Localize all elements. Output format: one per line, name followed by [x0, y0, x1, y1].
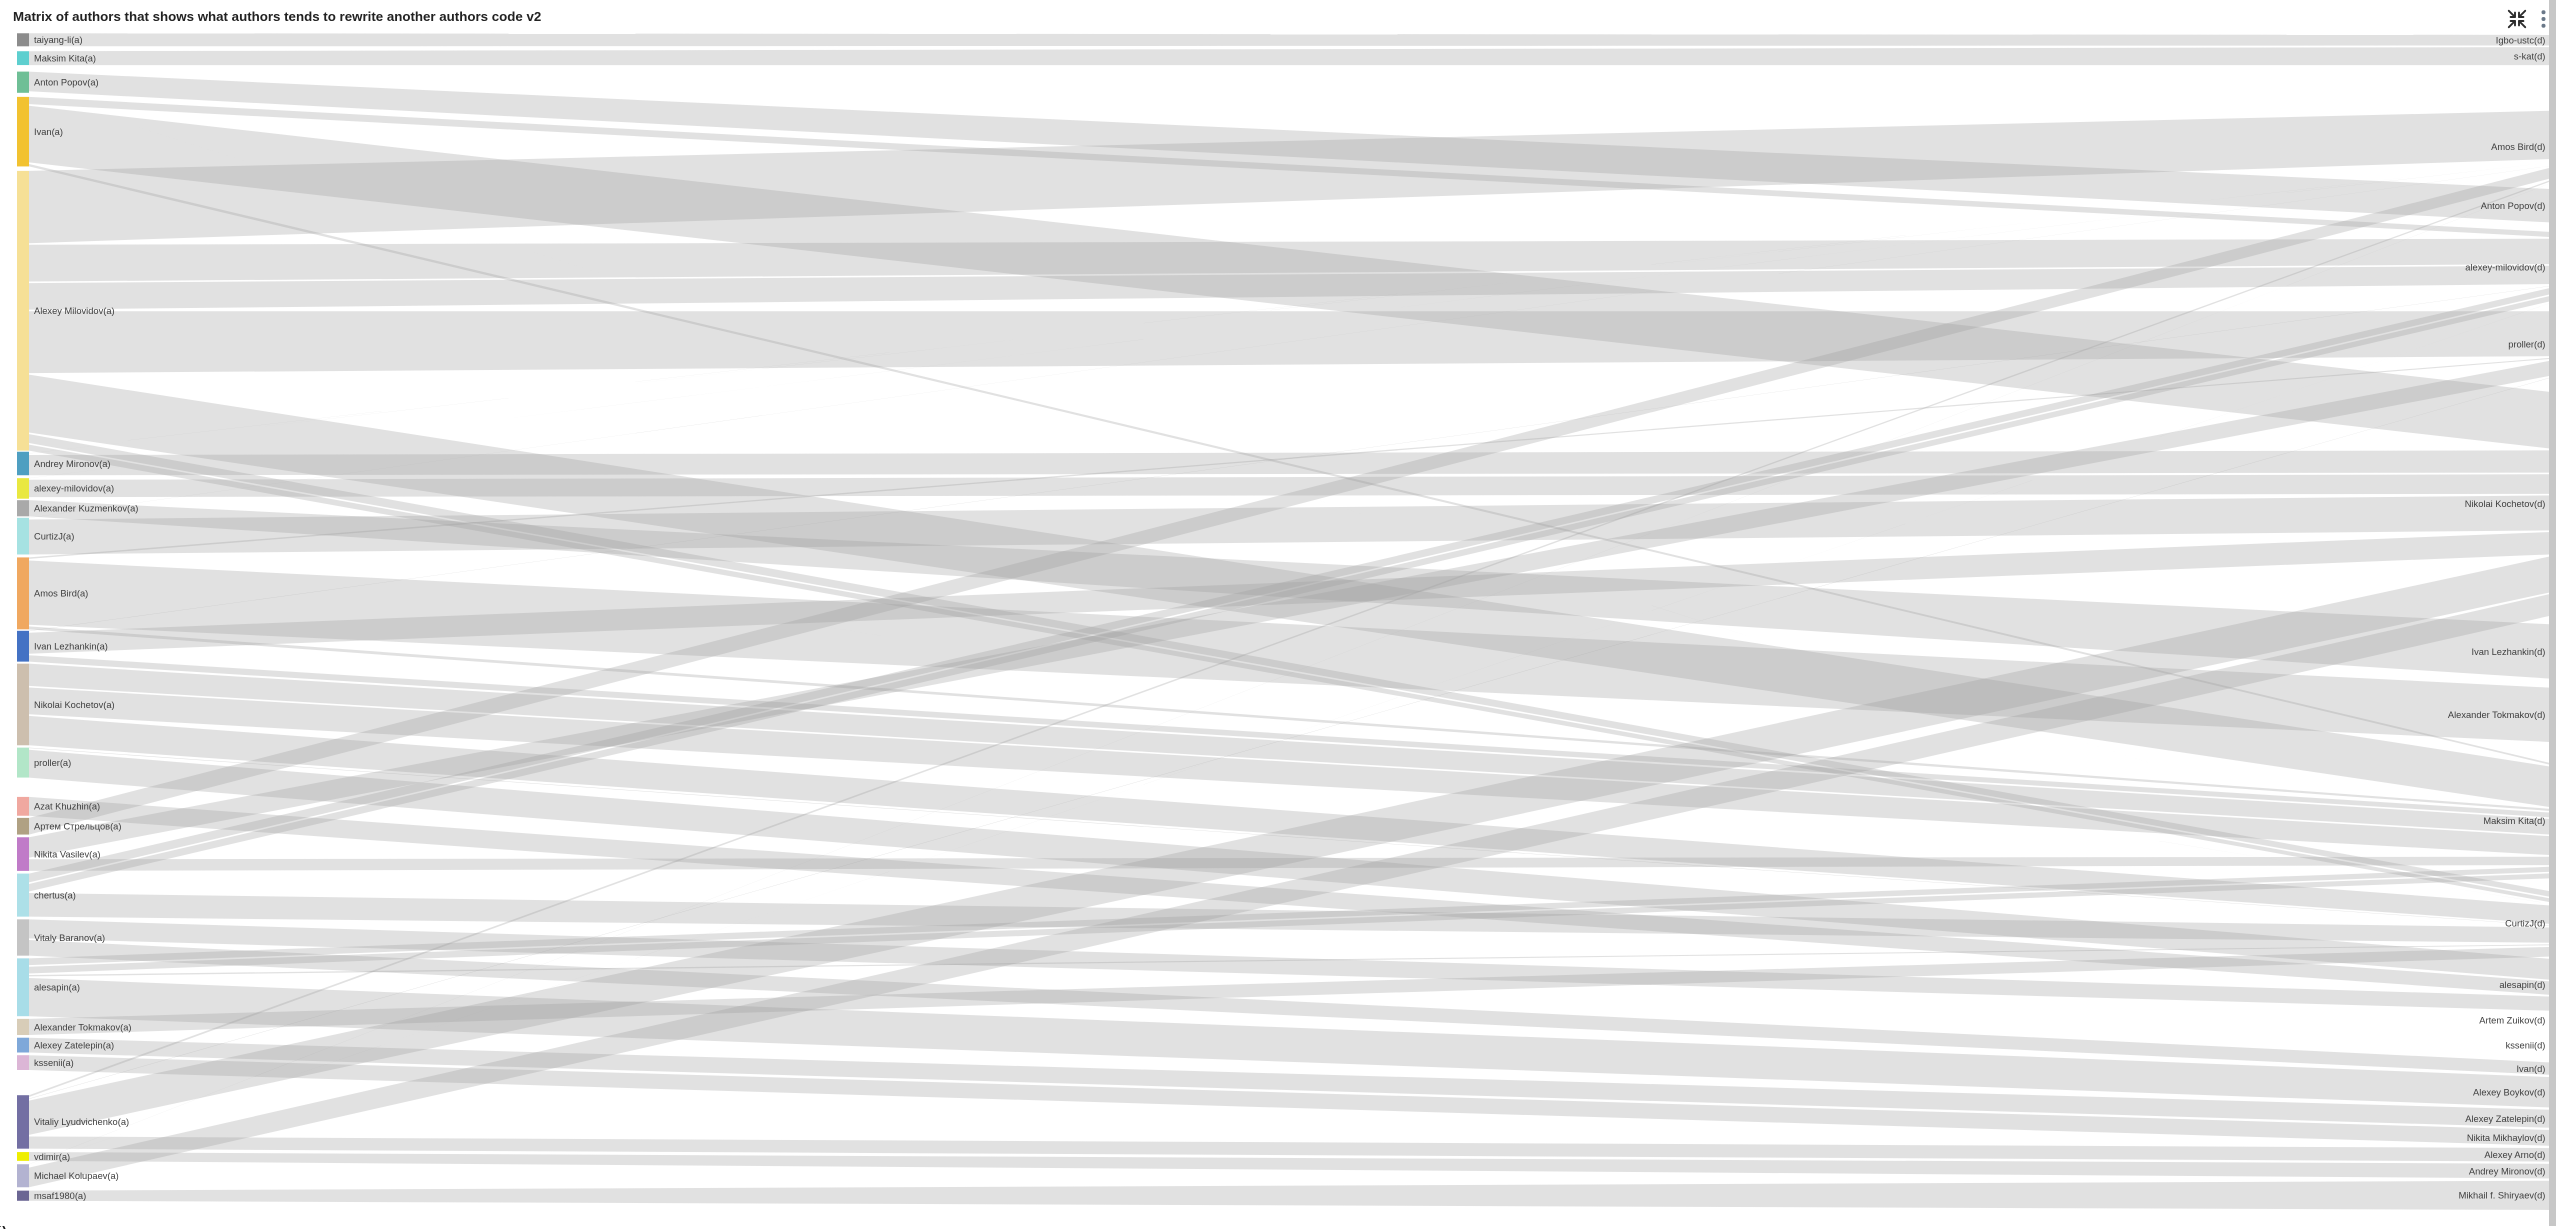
svg-text:Alexey Arno(d): Alexey Arno(d): [2484, 1150, 2545, 1160]
svg-text:Mikhail f. Shiryaev(d): Mikhail f. Shiryaev(d): [2459, 1191, 2546, 1201]
svg-text:Amos Bird(a): Amos Bird(a): [34, 589, 88, 599]
svg-text:s-kat(d): s-kat(d): [2514, 51, 2546, 61]
svg-text:proller(a): proller(a): [34, 758, 71, 768]
svg-text:Alexey Boykov(d): Alexey Boykov(d): [2473, 1088, 2545, 1098]
svg-text:Alexey Milovidov(a): Alexey Milovidov(a): [34, 306, 115, 316]
svg-text:Azat Khuzhin(a): Azat Khuzhin(a): [34, 802, 100, 812]
svg-text:Alexander Kuzmenkov(a): Alexander Kuzmenkov(a): [34, 504, 138, 514]
svg-text:Alexey Zatelepin(d): Alexey Zatelepin(d): [2465, 1114, 2545, 1124]
svg-text:Vitaliy Lyudvichenko(a): Vitaliy Lyudvichenko(a): [34, 1117, 129, 1127]
svg-text:Artem Zuikov(d): Artem Zuikov(d): [2479, 1016, 2545, 1026]
svg-text:msaf1980(a): msaf1980(a): [34, 1191, 86, 1201]
svg-text:Ivan(d): Ivan(d): [2516, 1064, 2545, 1074]
svg-text:alexey-milovidov(d): alexey-milovidov(d): [2465, 263, 2545, 273]
svg-text:Nikolai Kochetov(a): Nikolai Kochetov(a): [34, 700, 115, 710]
svg-text:alexey-milovidov(a): alexey-milovidov(a): [34, 484, 114, 494]
svg-text:Maksim Kita(a): Maksim Kita(a): [34, 53, 96, 63]
svg-text:Ivan Lezhankin(d): Ivan Lezhankin(d): [2471, 647, 2545, 657]
svg-text:Alexander Tokmakov(d): Alexander Tokmakov(d): [2448, 710, 2546, 720]
svg-text:proller(d): proller(d): [2508, 340, 2545, 350]
svg-text:Nikita Vasilev(a): Nikita Vasilev(a): [34, 849, 100, 859]
svg-text:Andrey Mironov(a): Andrey Mironov(a): [34, 459, 110, 469]
svg-text:alesapin(a): alesapin(a): [34, 983, 80, 993]
svg-text:Ivan(a): Ivan(a): [34, 127, 63, 137]
svg-text:CurtizJ(a): CurtizJ(a): [34, 531, 74, 541]
svg-text:Alexey Zatelepin(a): Alexey Zatelepin(a): [34, 1040, 114, 1050]
svg-text:Alexander Tokmakov(a): Alexander Tokmakov(a): [34, 1022, 132, 1032]
svg-text:kssenii(d): kssenii(d): [2506, 1040, 2546, 1050]
svg-text:Nikolai Kochetov(d): Nikolai Kochetov(d): [2465, 499, 2546, 509]
svg-text:CurtizJ(d): CurtizJ(d): [2505, 919, 2545, 929]
svg-text:Vitaly Baranov(a): Vitaly Baranov(a): [34, 933, 105, 943]
svg-text:Maksim Kita(d): Maksim Kita(d): [2483, 816, 2545, 826]
svg-text:vdimir(a): vdimir(a): [34, 1152, 70, 1162]
svg-text:Igbo-ustc(d): Igbo-ustc(d): [2496, 36, 2546, 46]
svg-text:chertus(a): chertus(a): [34, 890, 76, 900]
svg-text:Amos Bird(d): Amos Bird(d): [2491, 142, 2545, 152]
svg-text:alesapin(d): alesapin(d): [2499, 980, 2545, 990]
svg-text:Артем Стрельцов(a): Артем Стрельцов(a): [34, 822, 121, 832]
svg-text:kssenii(a): kssenii(a): [34, 1058, 74, 1068]
svg-text:Anton Popov(a): Anton Popov(a): [34, 78, 99, 88]
svg-text:Michael Kolupaev(a): Michael Kolupaev(a): [34, 1171, 119, 1181]
svg-text:Andrey Mironov(d): Andrey Mironov(d): [2469, 1166, 2545, 1176]
svg-text:Anton Popov(d): Anton Popov(d): [2481, 201, 2546, 211]
svg-text:Nikita Mikhaylov(d): Nikita Mikhaylov(d): [2467, 1133, 2546, 1143]
svg-text:taiyang-li(a): taiyang-li(a): [34, 35, 83, 45]
svg-text:Ivan Lezhankin(a): Ivan Lezhankin(a): [34, 642, 108, 652]
